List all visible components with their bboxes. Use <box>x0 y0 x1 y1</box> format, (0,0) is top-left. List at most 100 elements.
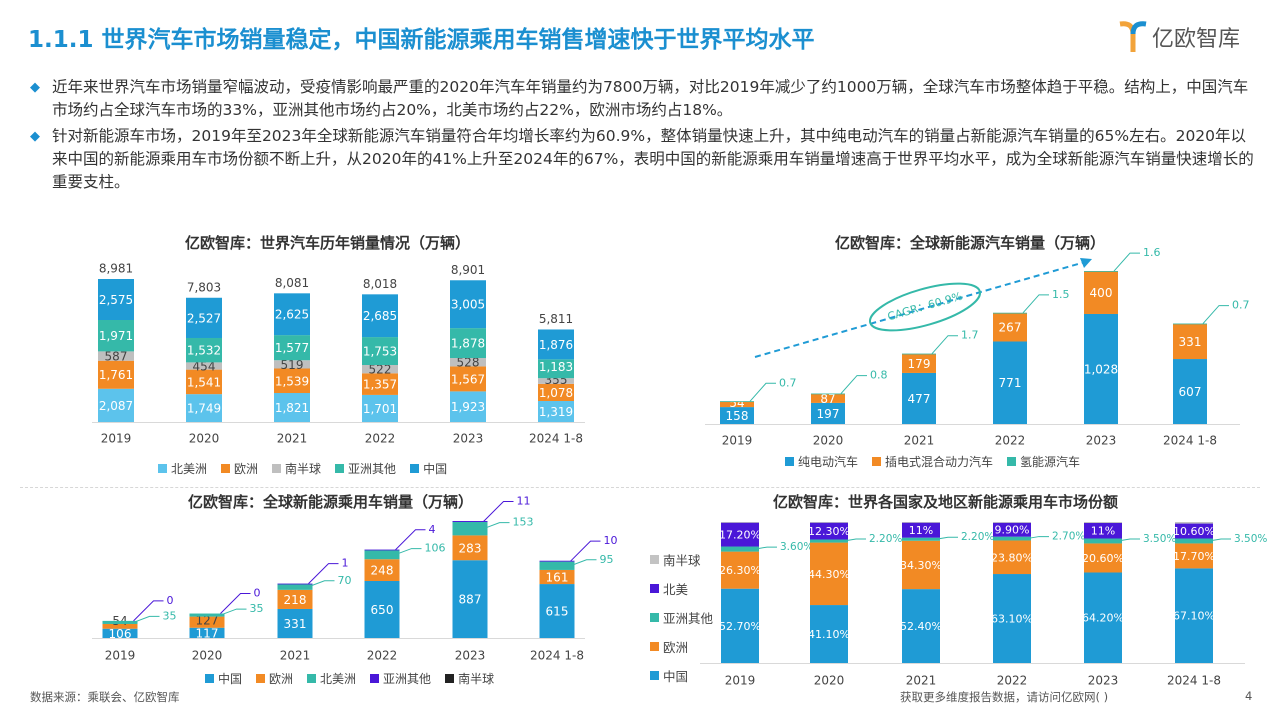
logo: 亿欧智库 <box>1118 20 1240 54</box>
bar-segment <box>274 293 310 336</box>
bar-segment <box>811 393 845 403</box>
legend-item: 纯电动汽车 <box>785 453 858 470</box>
bar-segment <box>98 351 134 361</box>
bar-value-label: 519 <box>281 358 304 372</box>
bar-segment <box>452 535 488 561</box>
callout-line <box>220 593 251 614</box>
footer-link-text: 获取更多维度报告数据，请访问亿欧网( ) <box>900 690 1109 704</box>
diamond-icon: ◆ <box>30 129 40 144</box>
bar-value-label: 54 <box>112 614 127 628</box>
callout-line <box>843 538 866 542</box>
bar-segment <box>993 341 1027 424</box>
page-number: 4 <box>1245 689 1253 703</box>
bar-segment <box>902 540 940 590</box>
bar-segment <box>274 335 310 361</box>
bar-value-label: 615 <box>546 605 569 619</box>
bar-segment <box>538 359 574 379</box>
callout-line <box>1208 538 1231 542</box>
bar-value-label: 1,539 <box>275 374 309 388</box>
callout-line <box>395 548 422 556</box>
bar-segment <box>993 540 1031 575</box>
callout-label: 4 <box>429 523 436 536</box>
legend-item: 南半球 <box>272 460 321 477</box>
legend-label: 中国 <box>218 672 243 686</box>
bar-value-label: 1,183 <box>539 360 573 374</box>
bullet-text: 近年来世界汽车市场销量窄幅波动，受疫情影响最严重的2020年汽车年销量约为780… <box>52 78 1249 119</box>
bar-value-label: 528 <box>457 356 480 370</box>
summary-bullets: ◆ 近年来世界汽车市场销量窄幅波动，受疫情影响最严重的2020年汽车年销量约为78… <box>30 76 1255 197</box>
callout-label: 0.8 <box>870 369 888 382</box>
bar-segment <box>538 378 574 384</box>
x-tick-label: 2023 <box>453 432 484 446</box>
legend-label: 纯电动汽车 <box>798 455 859 469</box>
legend-item: 亚洲其他 <box>650 608 713 627</box>
callout-line <box>1202 305 1229 324</box>
bar-segment <box>538 400 574 422</box>
legend-label: 欧洲 <box>663 640 689 655</box>
bar-value-label: 52.70% <box>719 620 761 633</box>
bar-value-label: 1,028 <box>1084 362 1118 376</box>
bar-segment <box>811 393 845 395</box>
bar-value-label: 218 <box>284 593 307 607</box>
x-tick-label: 2024 1-8 <box>529 432 583 446</box>
legend-swatch <box>445 674 455 683</box>
bar-segment <box>539 569 575 585</box>
callout-label: 0 <box>167 594 174 607</box>
bar-value-label: 267 <box>999 321 1022 335</box>
callout-line <box>931 335 958 355</box>
bar-segment <box>98 388 134 422</box>
callout-label: 2.20% <box>961 531 994 543</box>
bar-segment <box>277 583 313 585</box>
bar-value-label: 1,701 <box>363 402 397 416</box>
callout-line <box>308 563 339 585</box>
bar-value-label: 26.30% <box>719 564 761 577</box>
legend-label: 北美洲 <box>171 462 208 476</box>
callout-label: 3.50% <box>1234 533 1267 545</box>
bar-segment <box>1084 543 1122 573</box>
bar-segment <box>720 401 754 408</box>
bar-value-label: 355 <box>545 373 568 387</box>
bar-segment <box>450 358 486 367</box>
chart1-legend: 北美洲 欧洲 南半球 亚洲其他 中国 <box>158 460 447 477</box>
legend-label: 北美 <box>663 582 689 597</box>
bar-value-label: 11% <box>1091 525 1115 538</box>
bar-total-label: 8,081 <box>275 276 309 290</box>
bar-value-label: 11% <box>909 524 933 537</box>
x-tick-label: 2022 <box>365 432 396 446</box>
callout-label: 11 <box>517 494 531 507</box>
bar-segment <box>1173 359 1207 424</box>
bar-value-label: 1,078 <box>539 386 573 400</box>
callout-line <box>1022 294 1049 314</box>
bullet-item: ◆ 近年来世界汽车市场销量窄幅波动，受疫情影响最严重的2020年汽车年销量约为78… <box>30 76 1255 122</box>
bar-value-label: 522 <box>369 363 392 377</box>
bar-value-label: 34.30% <box>900 559 942 572</box>
bar-value-label: 607 <box>1179 385 1202 399</box>
callout-label: 10 <box>604 534 618 547</box>
cagr-ellipse <box>868 282 982 332</box>
callout-label: 1.6 <box>1143 246 1161 259</box>
bar-segment <box>186 337 222 363</box>
bar-segment <box>277 583 313 590</box>
legend-item: 中国 <box>650 666 713 685</box>
legend-label: 亚洲其他 <box>663 611 714 626</box>
bar-segment <box>1084 572 1122 663</box>
bar-segment <box>362 373 398 395</box>
x-tick-label: 2022 <box>995 434 1026 448</box>
bar-value-label: 1,357 <box>363 378 397 392</box>
bar-segment <box>102 620 138 624</box>
bar-segment <box>364 580 400 638</box>
bar-value-label: 1,567 <box>451 372 485 386</box>
bar-segment <box>721 522 759 523</box>
bar-value-label: 197 <box>817 407 840 421</box>
bar-segment <box>1084 538 1122 544</box>
bar-value-label: 454 <box>193 360 216 374</box>
callout-line <box>570 559 597 567</box>
bar-segment <box>720 407 754 424</box>
legend-label: 南半球 <box>663 553 701 568</box>
bar-segment <box>98 360 134 389</box>
bar-segment <box>1173 323 1207 325</box>
bar-total-label: 8,018 <box>363 277 397 291</box>
x-tick-label: 2023 <box>455 649 486 663</box>
legend-label: 南半球 <box>458 672 495 686</box>
bar-segment <box>189 627 225 638</box>
